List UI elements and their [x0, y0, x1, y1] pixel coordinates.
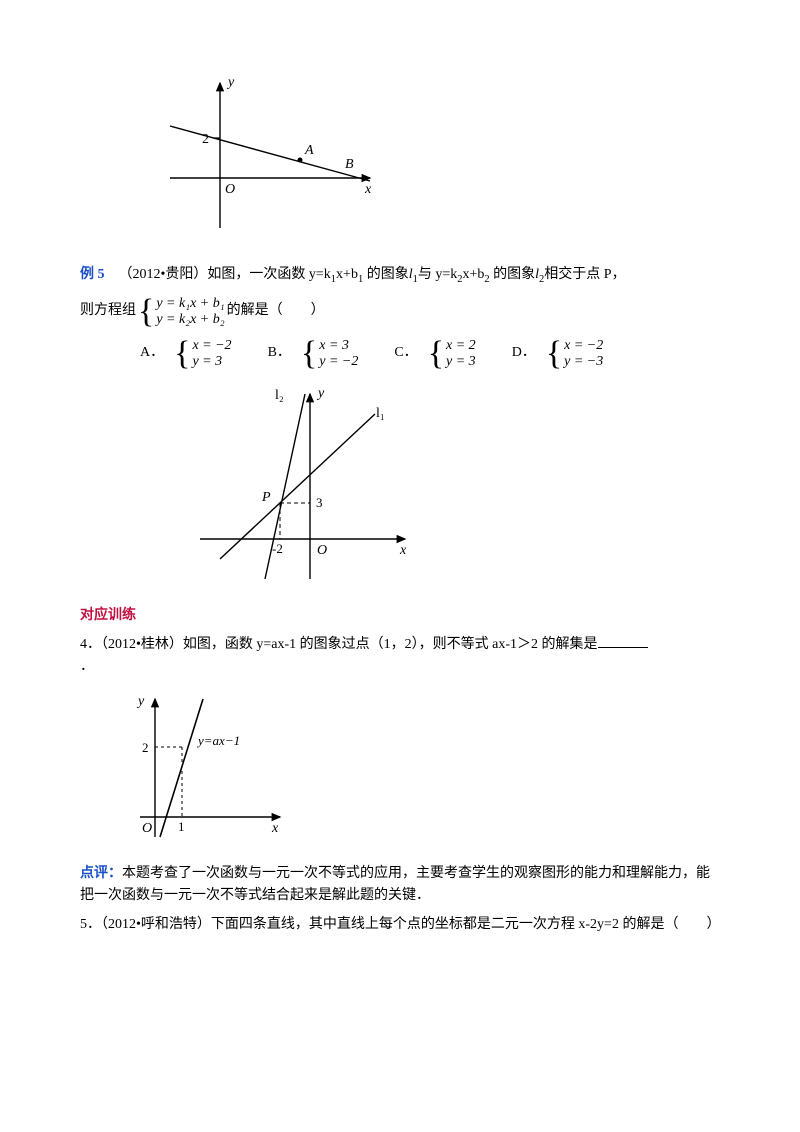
fig3-y-tick: 2 [142, 740, 149, 755]
option-a[interactable]: A． { x = −2 y = 3 [140, 337, 232, 371]
figure-1-svg: 2 A B y x O [140, 68, 380, 248]
fig1-x-label: x [364, 182, 372, 197]
practice-label: 对应训练 [80, 608, 136, 623]
fig3-origin: O [142, 821, 152, 836]
figure-2: P 3 -2 l₁ l₂ y x O [180, 379, 720, 589]
example-5-options: A． { x = −2 y = 3 B． { x = 3 y = −2 C． {… [140, 337, 720, 371]
fig2-l2-label: l₂ [275, 388, 284, 403]
fig2-y-label: y [316, 386, 325, 401]
option-d[interactable]: D． { x = −2 y = −3 [512, 337, 604, 371]
fig3-line-label: y=ax−1 [196, 733, 240, 748]
option-c[interactable]: C． { x = 2 y = 3 [394, 337, 475, 371]
example-5-line2: 则方程组 { y = k₁x + b₁ y = k₂x + b₂ 的解是（ ） [80, 295, 720, 329]
fig1-point-a: A [304, 143, 314, 158]
fig1-y-tick: 2 [202, 132, 209, 147]
fig3-x-tick: 1 [178, 819, 185, 834]
practice-heading: 对应训练 [80, 605, 720, 627]
ex5-prefix: （2012•贵阳）如图，一次函数 y=k [119, 267, 331, 282]
fig1-y-label: y [226, 75, 235, 90]
ex5-line2b: 的解是（ ） [227, 300, 325, 322]
review-para: 点评：本题考查了一次函数与一元一次不等式的应用，主要考查学生的观察图形的能力和理… [80, 863, 720, 908]
ex5-system: { y = k₁x + b₁ y = k₂x + b₂ [138, 295, 225, 329]
option-b[interactable]: B． { x = 3 y = −2 [268, 337, 359, 371]
review-text: 本题考查了一次函数与一元一次不等式的应用，主要考查学生的观察图形的能力和理解能力… [80, 866, 710, 903]
q4-suffix: ． [80, 659, 94, 674]
fig1-origin: O [225, 182, 235, 197]
question-5: 5．（2012•呼和浩特）下面四条直线，其中直线上每个点的坐标都是二元一次方程 … [80, 914, 720, 936]
q4-text: 4．（2012•桂林）如图，函数 y=ax-1 的图象过点（1，2），则不等式 … [80, 637, 598, 652]
fig2-x-tick: -2 [272, 541, 283, 556]
figure-3-svg: 2 1 y=ax−1 y x O [120, 687, 290, 847]
fig1-point-b: B [345, 157, 354, 172]
example-5-line1: 例 5 （2012•贵阳）如图，一次函数 y=k1x+b1 的图象l1与 y=k… [80, 264, 720, 289]
fig2-y-tick: 3 [316, 495, 323, 510]
fig3-x-label: x [271, 821, 279, 836]
figure-2-svg: P 3 -2 l₁ l₂ y x O [180, 379, 420, 589]
figure-3: 2 1 y=ax−1 y x O [120, 687, 720, 847]
q4-blank[interactable] [598, 633, 648, 648]
fig2-p-label: P [261, 490, 271, 505]
fig3-y-label: y [136, 694, 145, 709]
example-5-label: 例 5 [80, 267, 105, 282]
fig2-x-label: x [399, 543, 407, 558]
fig2-l1-label: l₁ [376, 406, 385, 421]
fig2-origin: O [317, 543, 327, 558]
q5-text: 5．（2012•呼和浩特）下面四条直线，其中直线上每个点的坐标都是二元一次方程 … [80, 917, 720, 932]
figure-1: 2 A B y x O [140, 68, 720, 248]
review-label: 点评： [80, 866, 122, 881]
ex5-line2a: 则方程组 [80, 300, 136, 322]
question-4: 4．（2012•桂林）如图，函数 y=ax-1 的图象过点（1，2），则不等式 … [80, 633, 720, 679]
